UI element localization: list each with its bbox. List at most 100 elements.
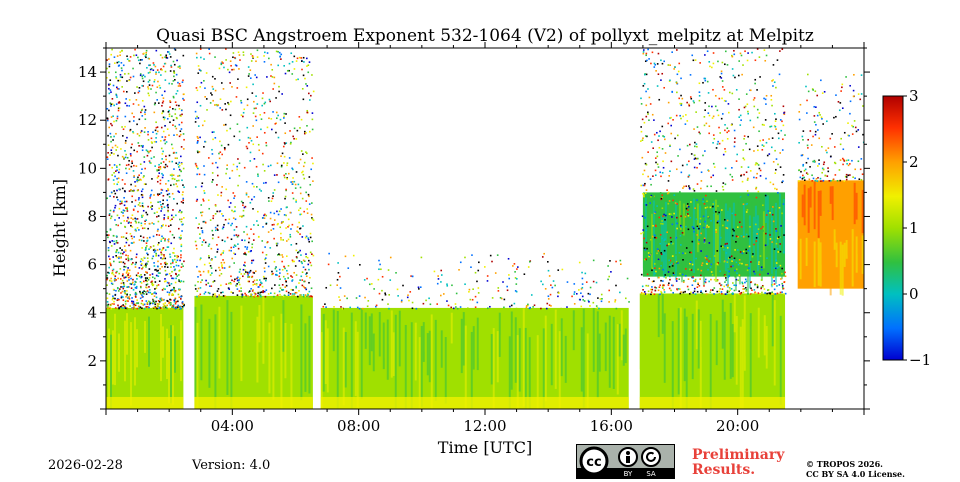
- heatmap-cell: [815, 245, 818, 272]
- heatmap-speckle: [152, 245, 155, 247]
- heatmap-speckle: [736, 153, 738, 156]
- heatmap-speckle: [468, 288, 471, 291]
- heatmap-speckle: [174, 306, 177, 309]
- heatmap-speckle: [140, 130, 143, 132]
- heatmap-cell: [564, 335, 567, 383]
- heatmap-speckle: [300, 150, 303, 152]
- heatmap-speckle: [203, 189, 205, 192]
- copyright-notice: © TROPOS 2026. CC BY SA 4.0 License.: [806, 459, 905, 479]
- heatmap-speckle: [779, 119, 782, 121]
- heatmap-speckle: [113, 303, 115, 305]
- heatmap-speckle: [698, 162, 701, 165]
- heatmap-cell: [548, 326, 551, 387]
- heatmap-speckle: [436, 282, 439, 285]
- heatmap-speckle: [130, 217, 133, 219]
- heatmap-speckle: [162, 224, 164, 226]
- heatmap-cell: [364, 312, 367, 349]
- heatmap-speckle: [741, 281, 744, 284]
- heatmap-speckle: [226, 236, 229, 239]
- heatmap-speckle: [597, 297, 599, 299]
- heatmap-speckle: [229, 127, 232, 130]
- heatmap-cell: [781, 307, 784, 409]
- heatmap-speckle: [772, 292, 774, 295]
- heatmap-speckle: [228, 218, 231, 221]
- heatmap-cell: [418, 337, 421, 409]
- heatmap-speckle: [277, 213, 280, 216]
- heatmap-cell: [664, 201, 667, 274]
- heatmap-cell: [424, 316, 427, 352]
- heatmap-speckle: [127, 274, 129, 276]
- heatmap-speckle: [106, 278, 108, 281]
- heatmap-speckle: [328, 252, 330, 255]
- heatmap-speckle: [275, 295, 278, 298]
- heatmap-speckle: [145, 219, 147, 222]
- heatmap-speckle: [305, 151, 307, 153]
- heatmap-speckle: [763, 97, 765, 100]
- heatmap-speckle: [299, 294, 301, 296]
- heatmap-cell: [386, 319, 389, 380]
- heatmap-speckle: [240, 101, 243, 104]
- heatmap-cell: [106, 317, 108, 393]
- heatmap-speckle: [845, 159, 848, 162]
- heatmap-speckle: [268, 200, 270, 202]
- heatmap-cell: [717, 316, 720, 409]
- heatmap-speckle: [260, 128, 262, 131]
- heatmap-speckle: [704, 109, 706, 112]
- heatmap-speckle: [418, 288, 420, 290]
- heatmap-speckle: [839, 102, 842, 104]
- heatmap-cell: [254, 306, 257, 409]
- heatmap-cell: [194, 306, 197, 397]
- heatmap-speckle: [276, 294, 279, 296]
- heatmap-speckle: [221, 61, 223, 63]
- heatmap-cell: [857, 228, 860, 255]
- heatmap-speckle: [706, 200, 708, 203]
- heatmap-speckle: [663, 253, 665, 255]
- heatmap-speckle: [109, 261, 111, 264]
- heatmap-speckle: [686, 205, 689, 207]
- heatmap-speckle: [726, 138, 729, 140]
- heatmap-speckle: [775, 262, 778, 264]
- heatmap-speckle: [170, 64, 172, 67]
- heatmap-speckle: [162, 194, 165, 197]
- heatmap-speckle: [371, 283, 373, 285]
- heatmap-speckle: [119, 200, 122, 203]
- heatmap-speckle: [284, 278, 286, 280]
- heatmap-speckle: [221, 265, 223, 268]
- heatmap-speckle: [123, 283, 125, 286]
- heatmap-speckle: [661, 125, 664, 128]
- heatmap-speckle: [705, 226, 708, 228]
- heatmap-speckle: [368, 283, 371, 286]
- heatmap-speckle: [263, 102, 266, 105]
- heatmap-speckle: [210, 247, 213, 250]
- heatmap-speckle: [695, 218, 698, 221]
- heatmap-speckle: [287, 264, 290, 267]
- heatmap-speckle: [201, 241, 204, 243]
- heatmap-speckle: [728, 270, 731, 273]
- heatmap-speckle: [607, 265, 609, 267]
- heatmap-speckle: [718, 126, 720, 129]
- heatmap-speckle: [172, 174, 175, 176]
- heatmap-speckle: [718, 290, 720, 293]
- heatmap-speckle: [134, 205, 136, 208]
- heatmap-speckle: [145, 53, 147, 56]
- heatmap-speckle: [135, 274, 138, 277]
- heatmap-cell: [696, 203, 699, 253]
- heatmap-speckle: [263, 131, 266, 134]
- heatmap-cell: [154, 329, 156, 361]
- heatmap-speckle: [106, 301, 109, 303]
- heatmap-speckle: [645, 284, 647, 287]
- heatmap-speckle: [731, 292, 734, 294]
- heatmap-speckle: [119, 247, 121, 249]
- heatmap-speckle: [145, 266, 147, 268]
- heatmap-speckle: [773, 283, 776, 285]
- heatmap-speckle: [153, 80, 156, 83]
- heatmap-speckle: [680, 171, 683, 174]
- heatmap-speckle: [118, 107, 121, 109]
- heatmap-speckle: [776, 188, 778, 191]
- heatmap-speckle: [669, 79, 671, 82]
- heatmap-speckle: [703, 237, 706, 240]
- heatmap-speckle: [654, 174, 657, 177]
- heatmap-speckle: [724, 150, 727, 153]
- heatmap-speckle: [154, 306, 157, 309]
- heatmap-speckle: [264, 258, 266, 261]
